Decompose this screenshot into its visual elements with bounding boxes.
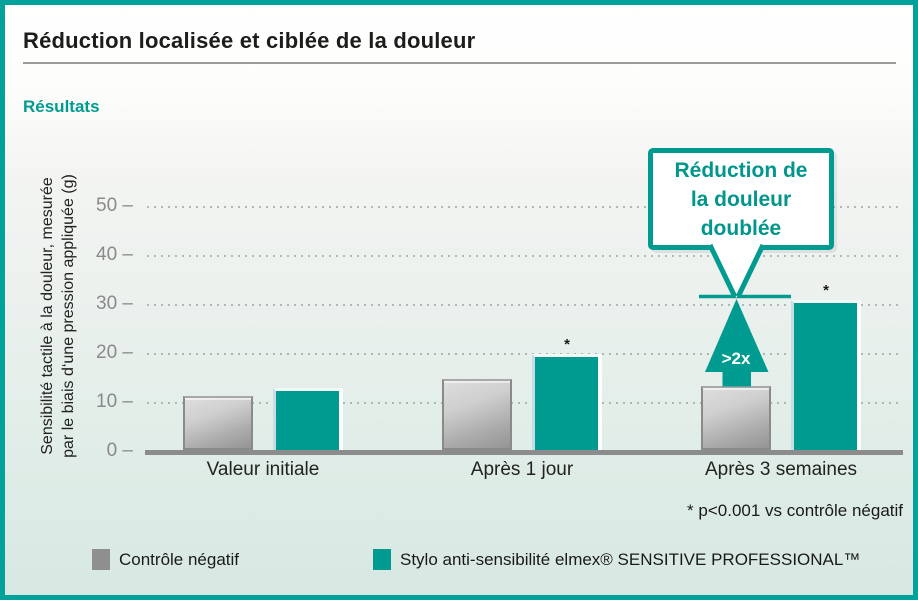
gridline-20 bbox=[147, 353, 903, 355]
x-label-2: Après 1 jour bbox=[470, 459, 574, 480]
gridline-50 bbox=[147, 206, 903, 208]
y-tick-0: 0 – bbox=[106, 440, 133, 461]
results-label: Résultats bbox=[23, 97, 100, 116]
significance-footnote: * p<0.001 vs contrôle négatif bbox=[687, 501, 903, 520]
legend-label-product: Stylo anti-sensibilité elmex® SENSITIVE … bbox=[400, 549, 861, 569]
legend-item-product: Stylo anti-sensibilité elmex® SENSITIVE … bbox=[373, 549, 860, 570]
y-tick-20: 20 – bbox=[96, 342, 133, 363]
x-label-1: Valeur initiale bbox=[206, 459, 320, 480]
gridline-10 bbox=[147, 402, 903, 404]
y-tick-50: 50 – bbox=[96, 195, 133, 216]
callout-box: Réduction de la douleur doublée bbox=[648, 148, 834, 250]
bar-product-3 bbox=[791, 300, 861, 450]
legend-label-control: Contrôle négatif bbox=[119, 549, 240, 569]
bar-product-1 bbox=[273, 388, 343, 450]
y-tick-10: 10 – bbox=[96, 391, 133, 412]
gridline-40 bbox=[147, 255, 903, 257]
page-title: Réduction localisée et ciblée de la doul… bbox=[23, 28, 476, 53]
y-tick-30: 30 – bbox=[96, 293, 133, 314]
y-tick-40: 40 – bbox=[96, 244, 133, 265]
bar-control-3 bbox=[701, 385, 771, 450]
significance-marker-3: * bbox=[823, 282, 829, 300]
callout-line3: doublée bbox=[700, 216, 782, 240]
callout-line1: Réduction de bbox=[674, 158, 808, 182]
x-label-3: Après 3 semaines bbox=[704, 459, 858, 480]
title-divider bbox=[23, 62, 896, 64]
callout-line2: la douleur bbox=[690, 187, 792, 211]
significance-marker-2: * bbox=[564, 336, 570, 353]
legend-item-control: Contrôle négatif bbox=[92, 549, 239, 570]
gridline-30 bbox=[147, 304, 903, 306]
bar-product-2 bbox=[532, 354, 602, 450]
legend-swatch-teal bbox=[373, 549, 391, 570]
legend-swatch-gray bbox=[92, 549, 110, 570]
bar-control-2 bbox=[442, 378, 512, 450]
x-axis-line bbox=[145, 450, 903, 455]
bar-control-1 bbox=[183, 395, 253, 450]
